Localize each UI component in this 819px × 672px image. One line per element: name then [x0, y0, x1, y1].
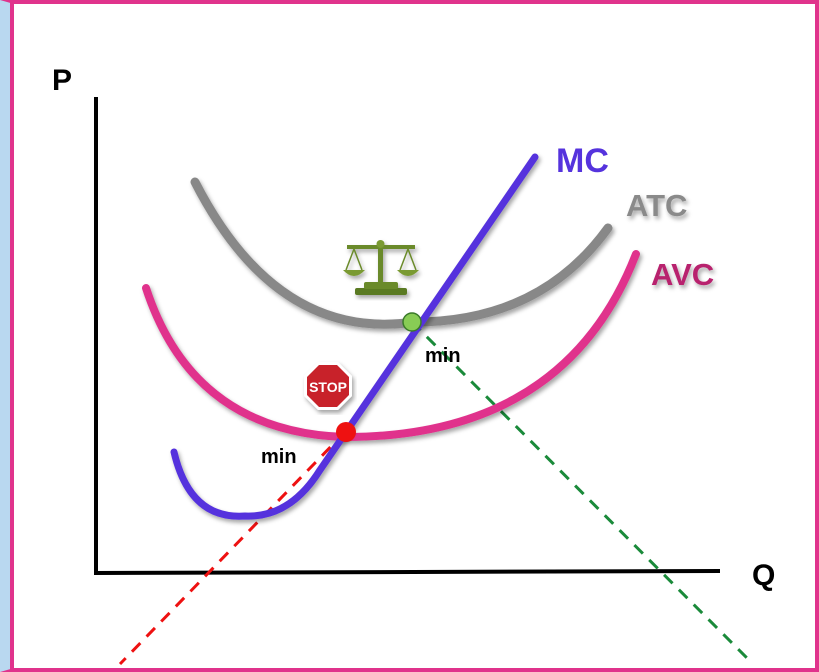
- stop-sign-text: STOP: [309, 379, 347, 395]
- stop-sign-icon: STOP: [304, 362, 352, 410]
- avc-min-point: [336, 422, 356, 442]
- avc-min-label: min: [261, 446, 297, 468]
- x-axis-label: Q: [752, 559, 775, 592]
- mc-curve: [170, 153, 539, 520]
- atc-min-label: min: [425, 345, 461, 367]
- avc-curve: [142, 250, 640, 442]
- atc-min-guide-line: [410, 320, 755, 666]
- mc-label: MC: [556, 142, 609, 180]
- y-axis-label: P: [52, 64, 72, 97]
- avc-label: AVC: [651, 257, 714, 292]
- atc-min-point: [402, 312, 422, 332]
- atc-curve: [190, 177, 613, 329]
- avc-min-guide-line: [118, 430, 347, 666]
- balance-scale-icon: [343, 240, 419, 295]
- x-axis: [93, 569, 721, 575]
- atc-label: ATC: [626, 188, 687, 223]
